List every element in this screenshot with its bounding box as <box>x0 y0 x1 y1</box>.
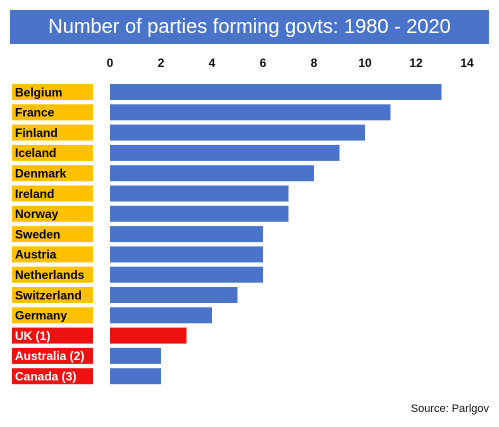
category-label: Norway <box>15 207 59 221</box>
category-label: Ireland <box>15 187 54 201</box>
category-label-box <box>12 84 93 100</box>
x-tick-label: 6 <box>260 56 267 70</box>
bar <box>110 347 161 364</box>
category-label: Australia (2) <box>15 349 84 363</box>
bar <box>110 368 161 385</box>
category-label: Canada (3) <box>15 370 76 384</box>
category-label-box <box>12 205 93 222</box>
category-label-box <box>12 266 93 283</box>
bar <box>110 185 289 202</box>
category-label-box <box>12 124 93 141</box>
bar <box>110 327 187 344</box>
x-tick-label: 0 <box>107 56 114 70</box>
bar <box>110 144 340 161</box>
category-label: Denmark <box>15 167 67 181</box>
x-tick-label: 8 <box>311 56 318 70</box>
category-label: Finland <box>15 126 58 140</box>
category-label-box <box>12 368 93 385</box>
category-label: Switzerland <box>15 288 82 302</box>
category-label: Belgium <box>15 85 62 99</box>
bar <box>110 307 212 324</box>
category-label-box <box>12 165 93 182</box>
x-tick-label: 14 <box>460 56 474 70</box>
category-label: France <box>15 106 55 120</box>
source-note: Source: Parlgov <box>410 403 489 415</box>
bar <box>110 124 365 141</box>
x-tick-label: 4 <box>209 56 216 70</box>
category-label: Sweden <box>15 227 60 241</box>
category-label-box <box>12 287 93 303</box>
category-label-box <box>12 246 93 263</box>
bar <box>110 205 289 222</box>
category-label-box <box>12 185 93 202</box>
x-tick-label: 12 <box>409 56 423 70</box>
category-label-box <box>12 226 93 243</box>
category-label: Austria <box>15 248 57 262</box>
category-label: Germany <box>15 309 67 323</box>
bar <box>110 266 263 283</box>
category-label-box <box>12 347 93 364</box>
category-label-box <box>12 104 93 121</box>
category-label: Iceland <box>15 146 56 160</box>
bar <box>110 246 263 263</box>
bar <box>110 226 263 243</box>
x-tick-label: 2 <box>158 56 165 70</box>
category-label: Netherlands <box>15 268 85 282</box>
x-tick-label: 10 <box>358 56 372 70</box>
bar <box>110 104 391 121</box>
category-label-box <box>12 307 93 324</box>
category-label-box <box>12 144 93 161</box>
bar <box>110 84 442 100</box>
bar <box>110 165 314 182</box>
category-label: UK (1) <box>15 329 50 343</box>
chart-title: Number of parties forming govts: 1980 - … <box>10 10 489 44</box>
bar <box>110 287 238 303</box>
category-label-box <box>12 327 93 344</box>
